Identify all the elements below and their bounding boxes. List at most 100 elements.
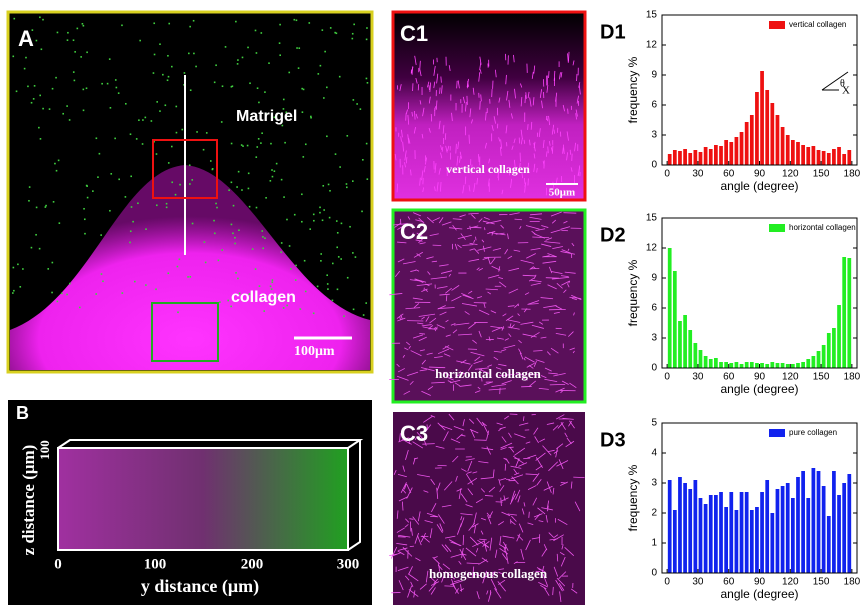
texture	[400, 314, 403, 320]
texture	[178, 258, 181, 261]
texture	[213, 81, 216, 84]
texture	[234, 242, 236, 245]
bar	[780, 486, 785, 573]
texture	[430, 577, 437, 584]
texture	[462, 294, 474, 300]
texture	[524, 94, 526, 104]
texture	[420, 367, 435, 372]
texture	[533, 274, 537, 279]
texture	[334, 31, 336, 34]
texture	[454, 243, 458, 251]
texture	[543, 485, 553, 491]
y-tick-label: 200	[241, 556, 264, 572]
texture	[312, 213, 315, 216]
texture	[513, 249, 521, 252]
texture	[502, 313, 507, 317]
texture	[19, 286, 22, 288]
texture	[499, 146, 502, 156]
texture	[466, 562, 480, 565]
texture	[389, 293, 403, 296]
texture	[421, 316, 425, 320]
texture	[109, 209, 111, 212]
texture	[279, 54, 281, 57]
texture	[236, 186, 238, 188]
texture	[303, 259, 306, 262]
texture	[481, 377, 483, 382]
texture	[282, 108, 285, 110]
texture	[216, 206, 218, 209]
texture	[418, 336, 427, 342]
texture	[461, 547, 464, 558]
texture	[556, 577, 566, 587]
texture	[464, 176, 467, 185]
bar	[816, 150, 821, 165]
texture	[302, 156, 305, 158]
texture	[415, 557, 421, 562]
texture	[413, 303, 420, 308]
texture	[456, 433, 463, 440]
texture	[221, 85, 224, 88]
texture	[478, 330, 482, 338]
texture	[412, 297, 423, 300]
texture	[560, 481, 568, 486]
texture	[540, 584, 547, 590]
texture	[121, 292, 124, 294]
texture	[411, 111, 413, 117]
texture	[76, 27, 79, 30]
texture	[440, 152, 443, 159]
texture	[514, 472, 520, 476]
texture	[419, 242, 426, 245]
texture	[476, 177, 478, 185]
bar	[667, 480, 672, 573]
texture	[254, 268, 257, 270]
texture	[457, 80, 460, 89]
texture	[462, 244, 474, 246]
texture	[137, 202, 139, 205]
texture	[438, 563, 441, 572]
texture	[68, 119, 71, 121]
texture	[497, 581, 506, 592]
texture	[467, 477, 478, 485]
texture	[83, 218, 86, 221]
texture	[501, 511, 511, 517]
texture	[510, 324, 515, 329]
texture	[124, 102, 127, 105]
texture	[397, 547, 408, 551]
texture	[442, 125, 445, 134]
texture	[457, 141, 460, 150]
texture	[445, 145, 448, 153]
texture	[78, 306, 81, 309]
texture	[171, 65, 173, 68]
texture	[500, 349, 507, 352]
texture	[498, 579, 506, 585]
texture	[15, 90, 18, 93]
texture	[457, 244, 462, 249]
texture	[400, 136, 402, 142]
texture	[459, 371, 462, 374]
texture	[304, 143, 307, 146]
texture	[452, 225, 457, 231]
texture	[413, 126, 416, 134]
texture	[499, 544, 507, 549]
texture	[522, 333, 537, 338]
texture	[408, 589, 419, 597]
texture	[505, 74, 507, 85]
texture	[398, 437, 409, 443]
x-tick-label: 0	[664, 577, 670, 588]
texture	[470, 164, 473, 174]
bar	[842, 257, 847, 368]
texture	[365, 142, 368, 145]
texture	[494, 588, 502, 599]
texture	[543, 587, 550, 596]
texture	[273, 116, 276, 119]
texture	[560, 251, 576, 255]
texture	[563, 212, 577, 214]
bar	[739, 132, 744, 165]
texture	[429, 528, 433, 539]
texture	[247, 172, 250, 175]
texture	[47, 268, 50, 270]
texture	[433, 578, 439, 584]
texture	[257, 138, 260, 140]
texture	[576, 95, 579, 104]
y-tick-label: 3	[651, 478, 657, 489]
